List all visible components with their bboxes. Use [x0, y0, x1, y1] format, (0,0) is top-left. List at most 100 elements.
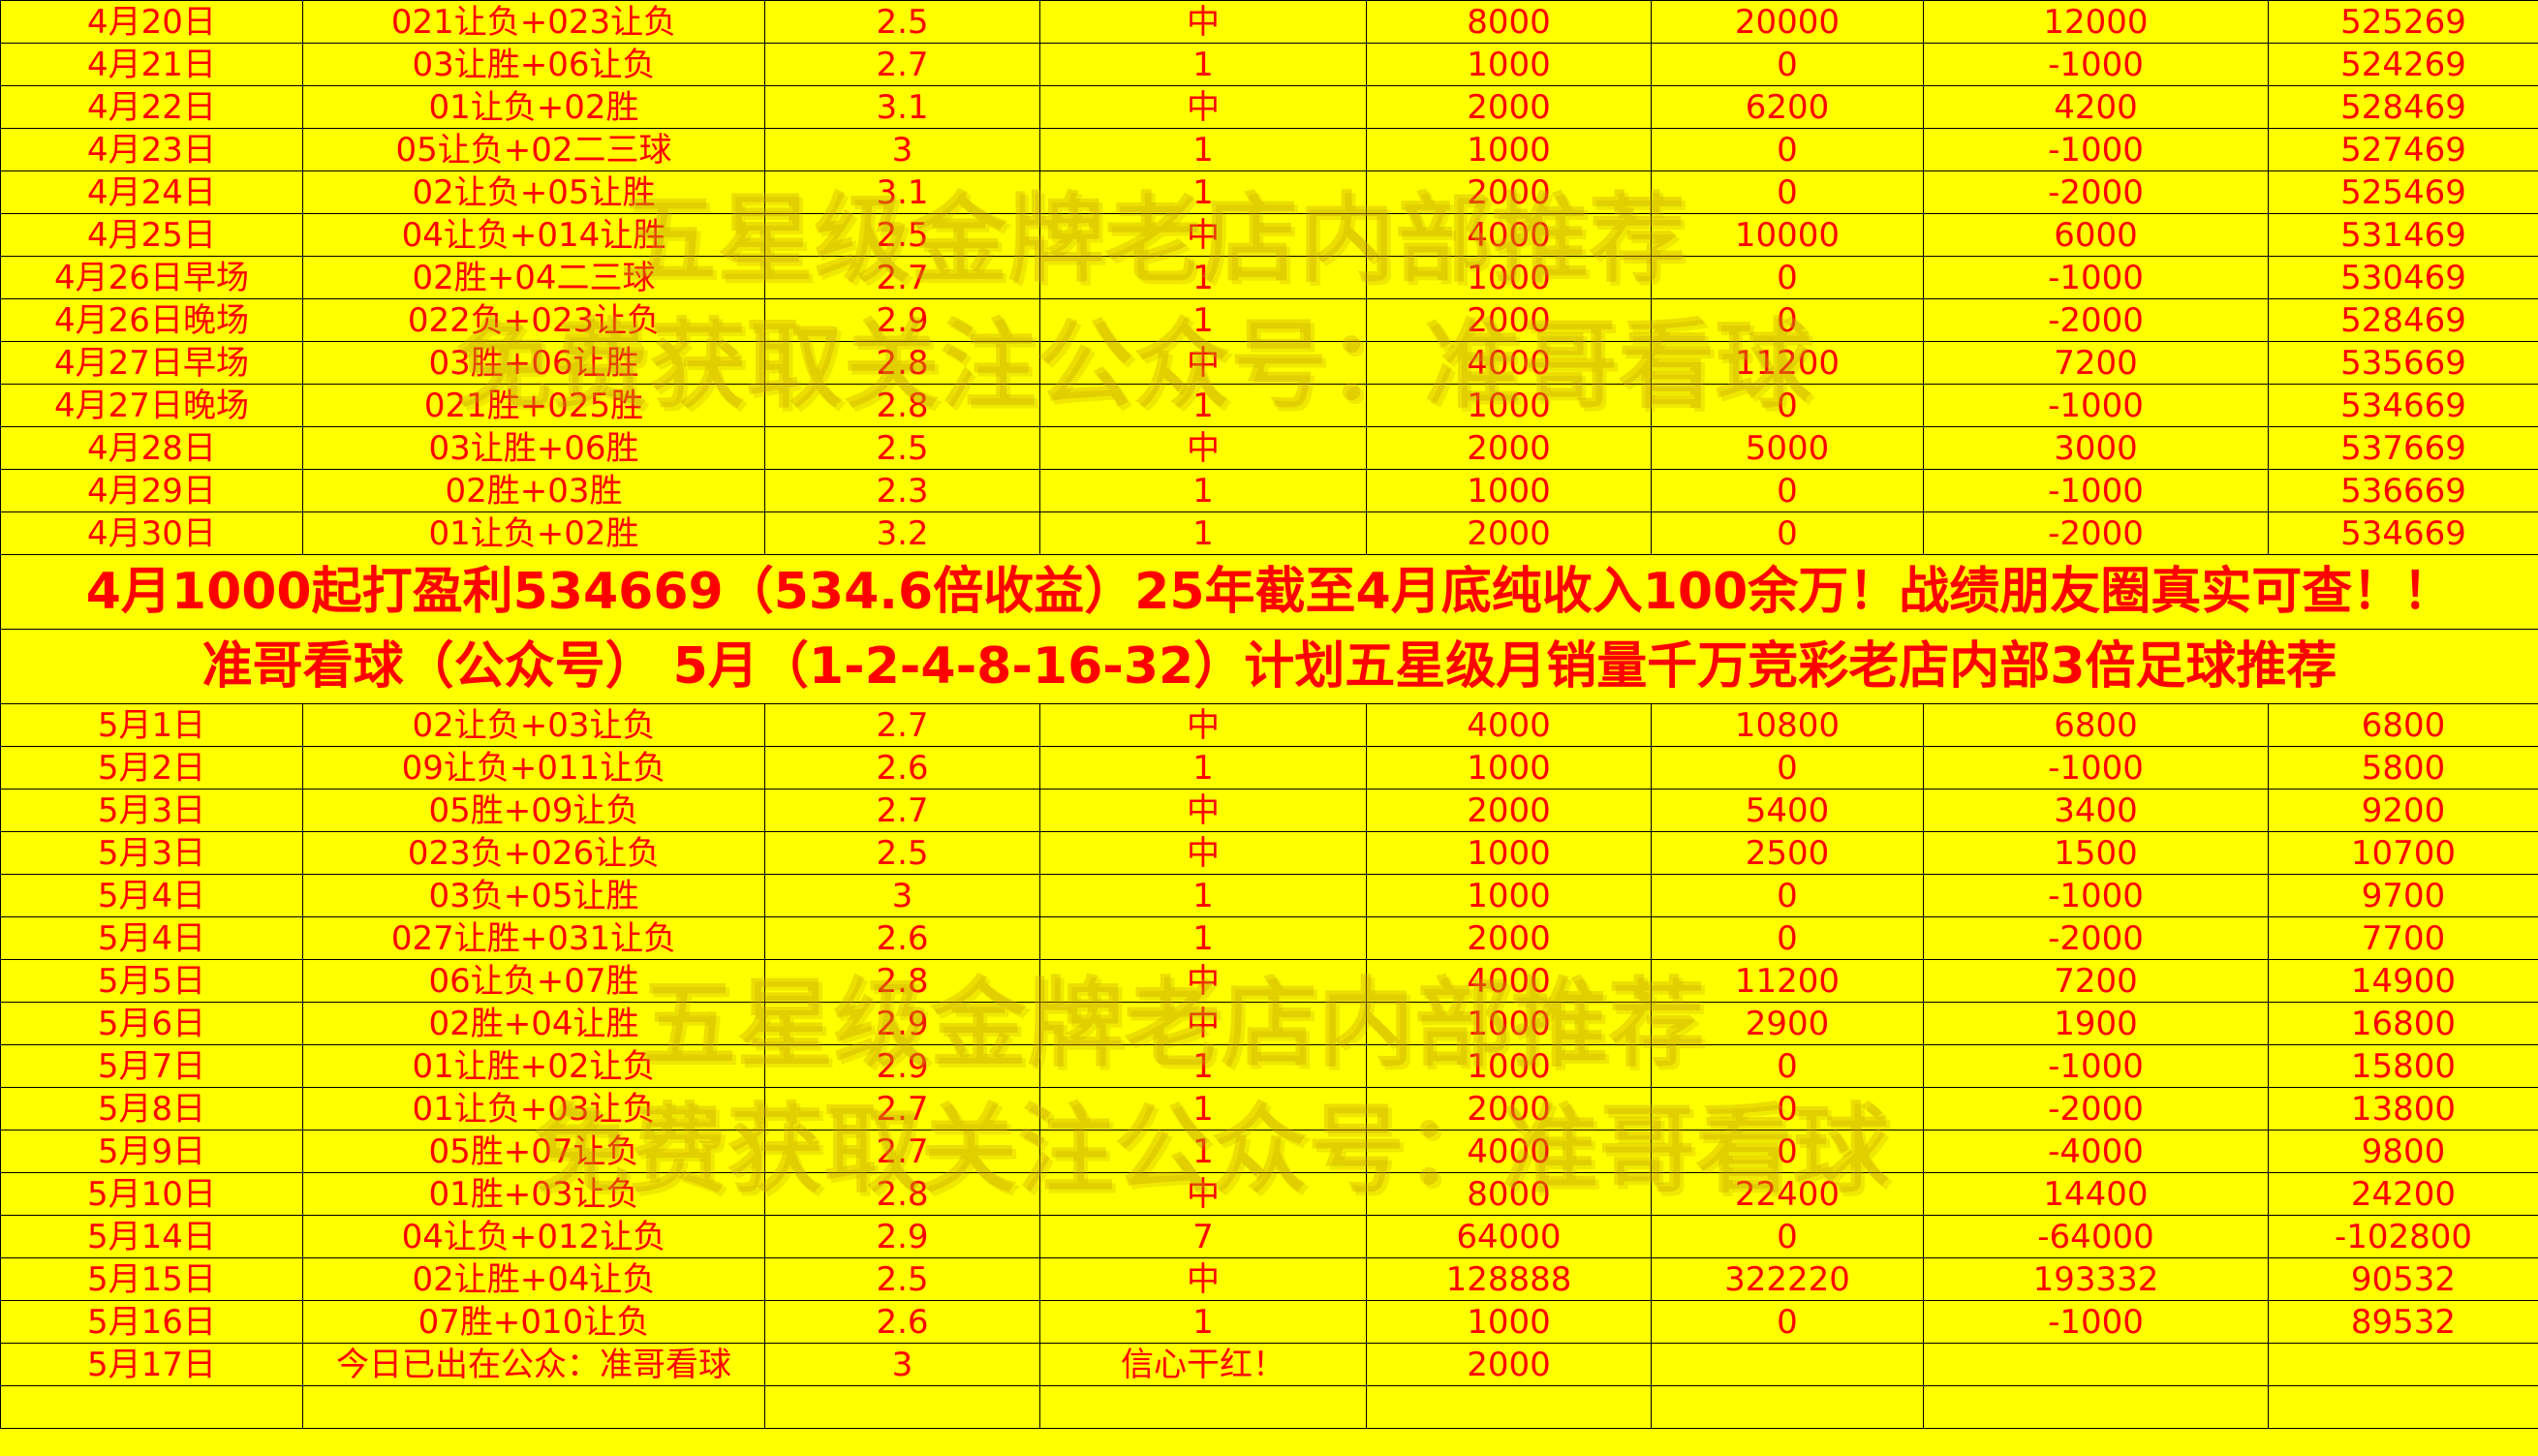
table-row: 5月17日 今日已出在公众：准哥看球 3 信心干红！ 2000 — [0, 1343, 2538, 1386]
cell-match: 07胜+010让负 — [302, 1300, 765, 1344]
cell-match: 03胜+06让胜 — [302, 341, 765, 385]
cell-stake — [1366, 1385, 1652, 1429]
table-row: 4月21日 03让胜+06让负 2.7 1 1000 0 -1000 524269 — [0, 43, 2538, 86]
cell-date: 5月10日 — [0, 1172, 303, 1216]
cell-payout: 0 — [1651, 128, 1924, 171]
cell-payout — [1651, 1343, 1924, 1386]
cell-profit: 14400 — [1923, 1172, 2269, 1216]
cell-balance: 536669 — [2268, 469, 2538, 512]
cell-stake: 1000 — [1366, 469, 1652, 512]
cell-balance: 89532 — [2268, 1300, 2538, 1344]
cell-profit: -1000 — [1923, 256, 2269, 299]
cell-payout: 0 — [1651, 874, 1924, 917]
cell-balance: 24200 — [2268, 1172, 2538, 1216]
cell-date: 5月7日 — [0, 1044, 303, 1088]
cell-odds: 2.3 — [764, 469, 1040, 512]
cell-balance: 6800 — [2268, 703, 2538, 747]
cell-result: 1 — [1039, 1087, 1367, 1131]
cell-date: 4月27日晚场 — [0, 384, 303, 427]
cell-match: 04让负+012让负 — [302, 1215, 765, 1258]
cell-payout: 11200 — [1651, 341, 1924, 385]
cell-odds: 2.9 — [764, 1002, 1040, 1045]
table-row: 5月15日 02让胜+04让负 2.5 中 128888 322220 193332 9053… — [0, 1257, 2538, 1301]
cell-odds: 2.8 — [764, 1172, 1040, 1216]
table-row: 5月8日 01让负+03让负 2.7 1 2000 0 -2000 13800 — [0, 1087, 2538, 1131]
cell-profit — [1923, 1343, 2269, 1386]
cell-match: 02胜+04让胜 — [302, 1002, 765, 1045]
cell-stake: 1000 — [1366, 384, 1652, 427]
cell-result: 1 — [1039, 384, 1367, 427]
cell-odds: 3 — [764, 1343, 1040, 1386]
cell-stake: 2000 — [1366, 298, 1652, 342]
cell-balance: 14900 — [2268, 959, 2538, 1003]
cell-payout: 0 — [1651, 916, 1924, 960]
cell-stake: 4000 — [1366, 341, 1652, 385]
cell-balance: 534669 — [2268, 511, 2538, 555]
cell-payout: 0 — [1651, 43, 1924, 86]
table-row — [0, 1385, 2538, 1429]
cell-result: 中 — [1039, 1257, 1367, 1301]
cell-date: 5月4日 — [0, 916, 303, 960]
cell-stake: 128888 — [1366, 1257, 1652, 1301]
cell-stake: 64000 — [1366, 1215, 1652, 1258]
cell-match: 09让负+011让负 — [302, 746, 765, 790]
cell-result: 中 — [1039, 959, 1367, 1003]
cell-date: 4月20日 — [0, 0, 303, 44]
cell-stake: 1000 — [1366, 1044, 1652, 1088]
cell-match: 021让负+023让负 — [302, 0, 765, 44]
cell-odds: 2.8 — [764, 959, 1040, 1003]
cell-match: 04让负+014让胜 — [302, 213, 765, 257]
cell-stake: 2000 — [1366, 916, 1652, 960]
cell-result: 中 — [1039, 213, 1367, 257]
cell-payout: 0 — [1651, 298, 1924, 342]
table-row: 5月6日 02胜+04让胜 2.9 中 1000 2900 1900 16800 — [0, 1002, 2538, 1045]
plan-banner-row: 准哥看球（公众号） 5月（1-2-4-8-16-32）计划五星级月销量千万竞彩老… — [0, 629, 2538, 704]
cell-balance: 9800 — [2268, 1130, 2538, 1173]
cell-payout: 10000 — [1651, 213, 1924, 257]
cell-date: 5月3日 — [0, 789, 303, 832]
cell-odds: 2.5 — [764, 831, 1040, 875]
cell-payout: 0 — [1651, 746, 1924, 790]
cell-balance: 7700 — [2268, 916, 2538, 960]
table-row: 4月29日 02胜+03胜 2.3 1 1000 0 -1000 536669 — [0, 469, 2538, 512]
cell-match: 01让胜+02让负 — [302, 1044, 765, 1088]
cell-profit: -1000 — [1923, 1300, 2269, 1344]
cell-payout: 2900 — [1651, 1002, 1924, 1045]
cell-result: 1 — [1039, 256, 1367, 299]
cell-balance: 9700 — [2268, 874, 2538, 917]
cell-stake: 1000 — [1366, 831, 1652, 875]
cell-match: 021胜+025胜 — [302, 384, 765, 427]
cell-balance: 534669 — [2268, 384, 2538, 427]
cell-profit: -64000 — [1923, 1215, 2269, 1258]
cell-profit: 7200 — [1923, 341, 2269, 385]
cell-date: 4月27日早场 — [0, 341, 303, 385]
cell-payout: 0 — [1651, 1130, 1924, 1173]
cell-result: 1 — [1039, 746, 1367, 790]
cell-payout: 5000 — [1651, 426, 1924, 470]
cell-payout: 20000 — [1651, 0, 1924, 44]
cell-payout: 0 — [1651, 1087, 1924, 1131]
cell-balance: 16800 — [2268, 1002, 2538, 1045]
cell-result: 1 — [1039, 1044, 1367, 1088]
cell-match: 02胜+03胜 — [302, 469, 765, 512]
may-rows: 5月1日 02让负+03让负 2.7 中 4000 10800 6800 6800 5月2日 09… — [0, 703, 2538, 1429]
table-row: 5月9日 05胜+07让负 2.7 1 4000 0 -4000 9800 — [0, 1130, 2538, 1173]
cell-stake: 4000 — [1366, 703, 1652, 747]
cell-balance — [2268, 1343, 2538, 1386]
cell-date: 4月28日 — [0, 426, 303, 470]
cell-match: 05胜+07让负 — [302, 1130, 765, 1173]
cell-match: 今日已出在公众：准哥看球 — [302, 1343, 765, 1386]
cell-stake: 8000 — [1366, 0, 1652, 44]
cell-result: 信心干红！ — [1039, 1343, 1367, 1386]
table-row: 4月28日 03让胜+06胜 2.5 中 2000 5000 3000 537669 — [0, 426, 2538, 470]
cell-odds: 2.7 — [764, 789, 1040, 832]
cell-balance: 535669 — [2268, 341, 2538, 385]
cell-payout: 5400 — [1651, 789, 1924, 832]
cell-balance: 531469 — [2268, 213, 2538, 257]
cell-profit: 3000 — [1923, 426, 2269, 470]
cell-profit: 6000 — [1923, 213, 2269, 257]
cell-stake: 2000 — [1366, 789, 1652, 832]
cell-date: 5月6日 — [0, 1002, 303, 1045]
cell-date: 5月5日 — [0, 959, 303, 1003]
cell-stake: 1000 — [1366, 746, 1652, 790]
